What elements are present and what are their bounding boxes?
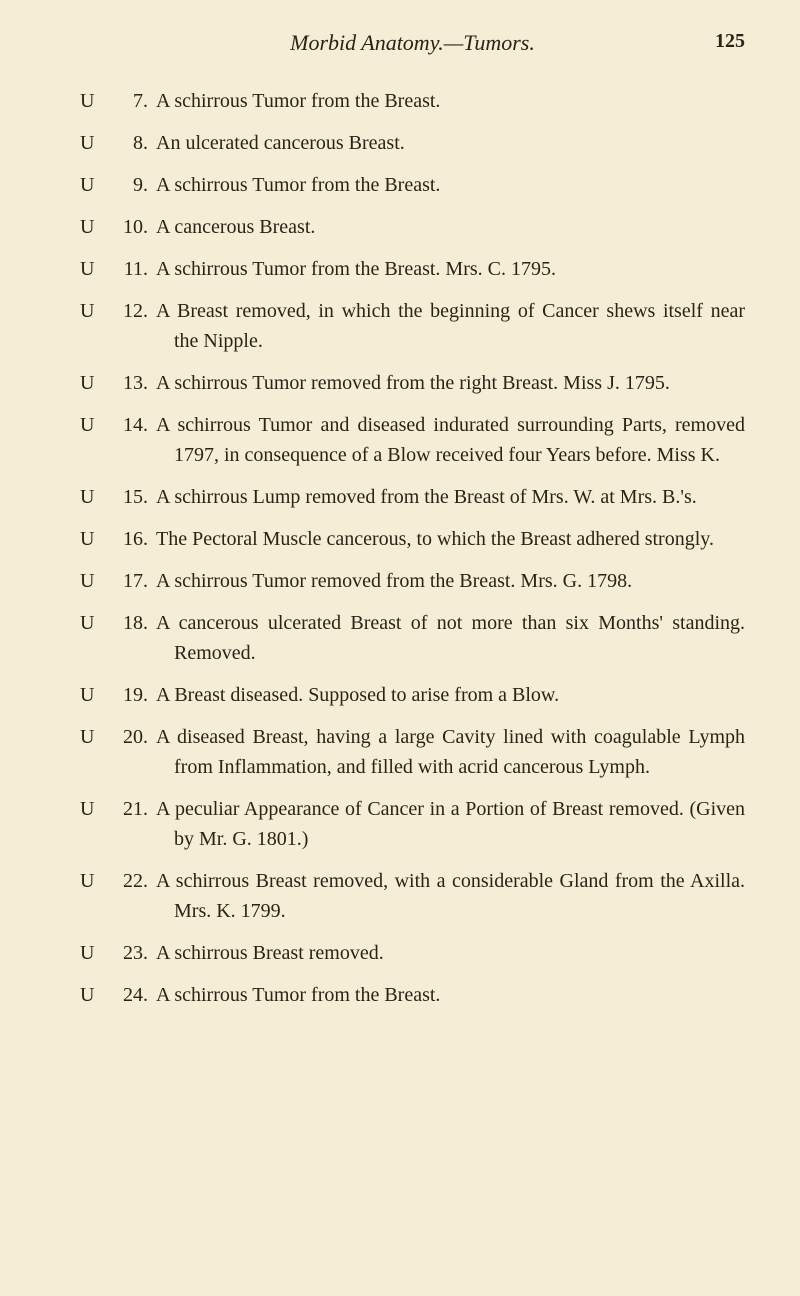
entry-text: A cancerous ulcerated Breast of not more… xyxy=(156,608,745,668)
entry-row: U11.A schirrous Tumor from the Breast. M… xyxy=(80,254,745,284)
entry-label: U xyxy=(80,128,118,158)
entry-row: U12.A Breast removed, in which the begin… xyxy=(80,296,745,356)
entry-row: U9.A schirrous Tumor from the Breast. xyxy=(80,170,745,200)
entry-row: U14.A schirrous Tumor and diseased indur… xyxy=(80,410,745,470)
entry-text: A peculiar Appearance of Cancer in a Por… xyxy=(156,794,745,854)
entry-label: U xyxy=(80,938,118,968)
entry-number: 21. xyxy=(118,794,156,854)
entry-number: 17. xyxy=(118,566,156,596)
entry-number: 8. xyxy=(118,128,156,158)
entry-row: U16.The Pectoral Muscle cancerous, to wh… xyxy=(80,524,745,554)
entry-text: A schirrous Breast removed. xyxy=(156,938,745,968)
entry-text: A schirrous Tumor and diseased indurated… xyxy=(156,410,745,470)
entry-label: U xyxy=(80,170,118,200)
entry-text: A Breast removed, in which the beginning… xyxy=(156,296,745,356)
entry-label: U xyxy=(80,296,118,356)
entry-row: U21.A peculiar Appearance of Cancer in a… xyxy=(80,794,745,854)
entry-text: A schirrous Tumor from the Breast. xyxy=(156,980,745,1010)
entry-label: U xyxy=(80,866,118,926)
entry-label: U xyxy=(80,482,118,512)
entry-row: U18.A cancerous ulcerated Breast of not … xyxy=(80,608,745,668)
entry-label: U xyxy=(80,254,118,284)
entry-number: 15. xyxy=(118,482,156,512)
entry-number: 20. xyxy=(118,722,156,782)
entry-label: U xyxy=(80,86,118,116)
entry-row: U23.A schirrous Breast removed. xyxy=(80,938,745,968)
entry-number: 14. xyxy=(118,410,156,470)
entry-number: 16. xyxy=(118,524,156,554)
entry-number: 7. xyxy=(118,86,156,116)
entry-text: A schirrous Lump removed from the Breast… xyxy=(156,482,745,512)
entry-text: A schirrous Tumor removed from the Breas… xyxy=(156,566,745,596)
entry-row: U24.A schirrous Tumor from the Breast. xyxy=(80,980,745,1010)
entry-row: U10.A cancerous Breast. xyxy=(80,212,745,242)
entry-text: A schirrous Tumor from the Breast. Mrs. … xyxy=(156,254,745,284)
entry-text: A Breast diseased. Supposed to arise fro… xyxy=(156,680,745,710)
entry-row: U15.A schirrous Lump removed from the Br… xyxy=(80,482,745,512)
entry-label: U xyxy=(80,680,118,710)
entry-number: 24. xyxy=(118,980,156,1010)
entry-number: 13. xyxy=(118,368,156,398)
entry-label: U xyxy=(80,212,118,242)
entry-label: U xyxy=(80,368,118,398)
entry-number: 22. xyxy=(118,866,156,926)
entry-row: U20.A diseased Breast, having a large Ca… xyxy=(80,722,745,782)
entry-text: A diseased Breast, having a large Cavity… xyxy=(156,722,745,782)
entry-row: U7.A schirrous Tumor from the Breast. xyxy=(80,86,745,116)
entry-label: U xyxy=(80,794,118,854)
entries-list: U7.A schirrous Tumor from the Breast.U8.… xyxy=(80,86,745,1010)
entry-number: 9. xyxy=(118,170,156,200)
entry-label: U xyxy=(80,980,118,1010)
page-number: 125 xyxy=(715,30,745,53)
entry-text: A schirrous Breast removed, with a consi… xyxy=(156,866,745,926)
entry-number: 23. xyxy=(118,938,156,968)
entry-text: A schirrous Tumor removed from the right… xyxy=(156,368,745,398)
entry-text: A schirrous Tumor from the Breast. xyxy=(156,86,745,116)
entry-text: A cancerous Breast. xyxy=(156,212,745,242)
entry-number: 19. xyxy=(118,680,156,710)
entry-row: U8.An ulcerated cancerous Breast. xyxy=(80,128,745,158)
page-header: Morbid Anatomy.—Tumors. 125 xyxy=(80,30,745,56)
entry-row: U22.A schirrous Breast removed, with a c… xyxy=(80,866,745,926)
entry-text: The Pectoral Muscle cancerous, to which … xyxy=(156,524,745,554)
entry-text: A schirrous Tumor from the Breast. xyxy=(156,170,745,200)
entry-number: 10. xyxy=(118,212,156,242)
entry-row: U17.A schirrous Tumor removed from the B… xyxy=(80,566,745,596)
entry-number: 11. xyxy=(118,254,156,284)
entry-label: U xyxy=(80,566,118,596)
entry-label: U xyxy=(80,524,118,554)
entry-label: U xyxy=(80,608,118,668)
header-title: Morbid Anatomy.—Tumors. xyxy=(290,30,535,56)
entry-label: U xyxy=(80,722,118,782)
entry-row: U19.A Breast diseased. Supposed to arise… xyxy=(80,680,745,710)
entry-label: U xyxy=(80,410,118,470)
entry-number: 12. xyxy=(118,296,156,356)
entry-number: 18. xyxy=(118,608,156,668)
entry-row: U13.A schirrous Tumor removed from the r… xyxy=(80,368,745,398)
entry-text: An ulcerated cancerous Breast. xyxy=(156,128,745,158)
